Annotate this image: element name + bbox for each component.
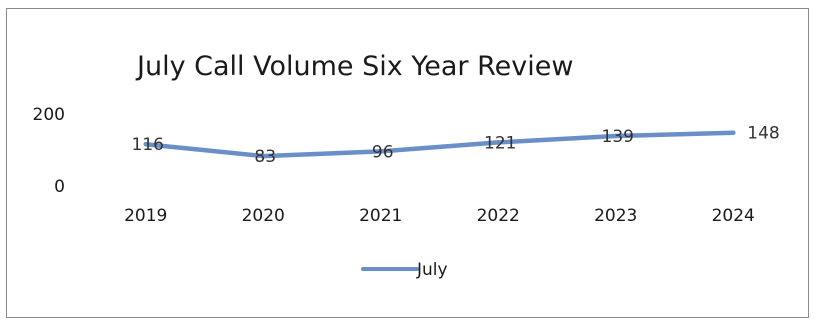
data-point [731, 130, 736, 135]
data-point [378, 149, 383, 154]
legend-label-july: July [416, 260, 448, 280]
data-point [496, 140, 501, 145]
data-point [261, 153, 266, 159]
chart-title: July Call Volume Six Year Review [135, 51, 573, 82]
series-layer [143, 130, 736, 159]
x-tick-label: 2023 [594, 206, 637, 226]
x-axis-ticks: 2019 2020 2021 2022 2023 2024 [124, 206, 755, 226]
data-label: 148 [747, 124, 779, 144]
y-tick-label: 0 [54, 177, 65, 197]
line-chart: July Call Volume Six Year Review 0 200 20… [33, 51, 780, 280]
data-label: 139 [602, 127, 634, 147]
legend: July [361, 260, 448, 280]
data-labels: 116 83 96 121 139 148 [132, 124, 780, 167]
y-axis-ticks: 0 200 [33, 105, 65, 197]
data-label: 116 [132, 135, 164, 155]
data-point [143, 142, 148, 147]
x-tick-label: 2021 [359, 206, 402, 226]
x-tick-label: 2022 [477, 206, 520, 226]
x-tick-label: 2020 [242, 206, 285, 226]
y-tick-label: 200 [33, 105, 65, 125]
data-label: 83 [254, 147, 276, 167]
data-point [613, 133, 618, 139]
x-tick-label: 2024 [712, 206, 755, 226]
data-label: 96 [372, 142, 394, 162]
x-tick-label: 2019 [124, 206, 167, 226]
series-line-july [143, 130, 736, 159]
chart-frame: July Call Volume Six Year Review 0 200 20… [6, 8, 809, 318]
data-label: 121 [484, 133, 516, 153]
